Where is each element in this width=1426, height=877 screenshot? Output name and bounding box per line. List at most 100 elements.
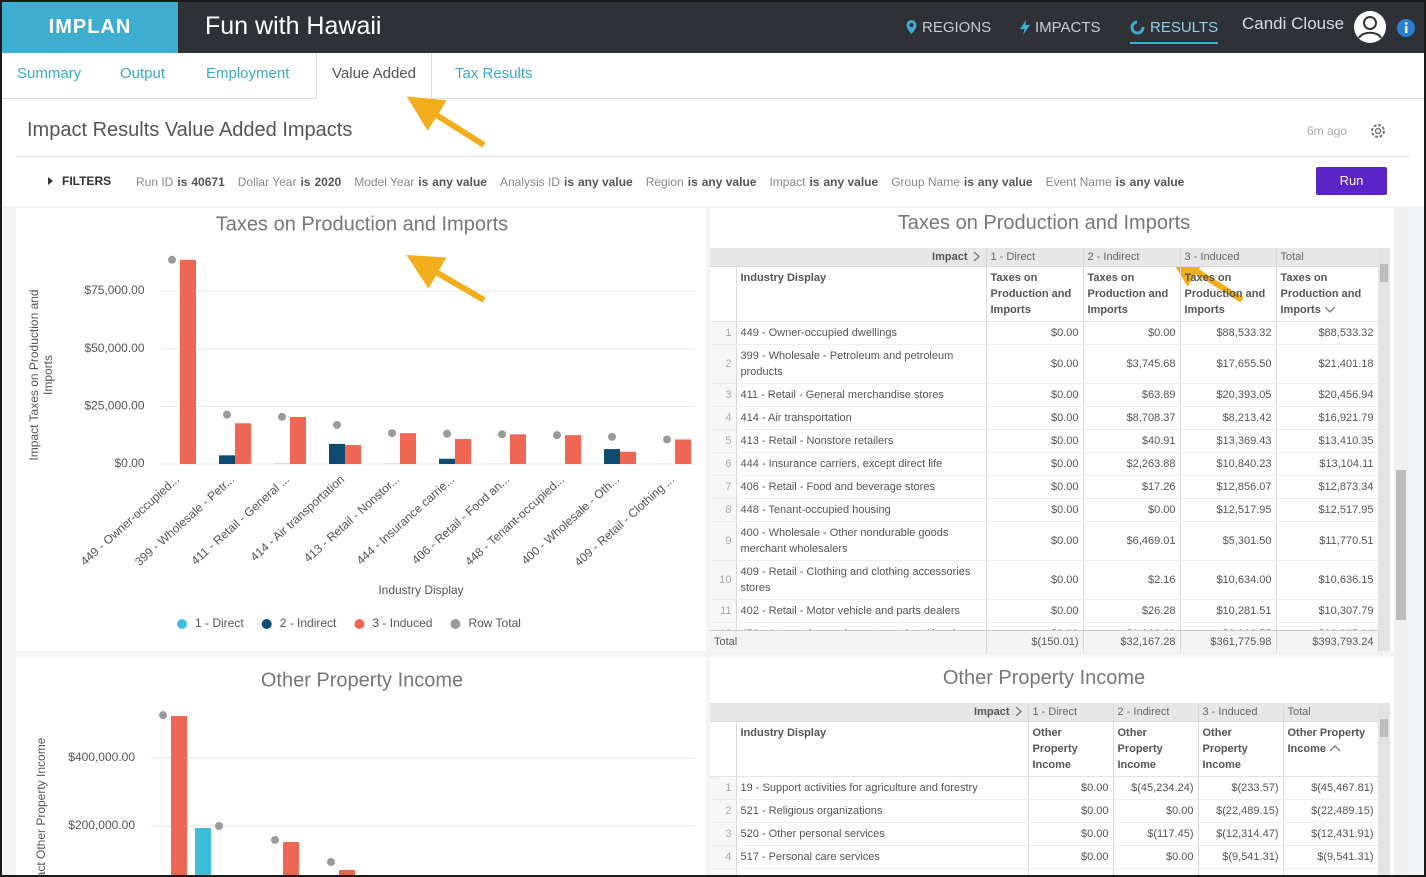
value-cell: $0.00 xyxy=(986,622,1084,630)
value-cell: $(22,489.15) xyxy=(1198,799,1284,823)
row-number: 12 xyxy=(710,622,737,630)
filter-chip[interactable]: Model Year is any value xyxy=(354,175,487,189)
group-header[interactable]: Impact xyxy=(710,248,987,267)
legend-label[interactable]: Row Total xyxy=(468,616,520,630)
filter-operator: is xyxy=(809,175,820,189)
avatar[interactable] xyxy=(1353,10,1387,44)
measure-header[interactable]: Other Property Income xyxy=(1198,721,1284,777)
chevron xyxy=(1329,745,1341,752)
measure-header[interactable]: Taxes on Production and Imports xyxy=(1180,266,1277,322)
sort-icon[interactable] xyxy=(1324,305,1336,314)
measure-header[interactable]: Other Property Income xyxy=(1113,721,1199,777)
tab[interactable]: Employment xyxy=(206,65,290,82)
column-header[interactable]: 1 - Direct xyxy=(1028,703,1114,722)
bar xyxy=(290,416,306,464)
nav-item[interactable]: RESULTS xyxy=(1130,12,1219,44)
chevron xyxy=(1324,306,1336,313)
measure-header[interactable]: Taxes on Production and Imports xyxy=(1083,266,1181,322)
bar xyxy=(283,841,299,875)
row-number: 11 xyxy=(710,599,737,623)
tab[interactable]: Value Added xyxy=(316,53,432,99)
measure-header[interactable]: Taxes on Production and Imports xyxy=(986,266,1084,322)
group-header[interactable]: Impact xyxy=(710,703,1029,722)
measure-header[interactable]: Taxes on Production and Imports xyxy=(1276,266,1378,322)
legend-label[interactable]: 1 - Direct xyxy=(195,616,244,630)
legend-label[interactable]: 2 - Indirect xyxy=(280,616,337,630)
industry-cell: 406 - Retail - Food and beverage stores xyxy=(736,475,987,499)
row-number: 5 xyxy=(710,429,737,453)
value-cell: $0.00 xyxy=(986,475,1084,499)
scroll-thumb[interactable] xyxy=(1380,719,1388,737)
expand-icon[interactable] xyxy=(48,177,54,185)
legend-label[interactable]: 3 - Induced xyxy=(372,616,432,630)
column-header[interactable]: 1 - Direct xyxy=(986,248,1084,267)
info-icon[interactable] xyxy=(1396,18,1416,38)
row-header[interactable]: Industry Display xyxy=(736,721,1029,777)
value-cell: $13,410.35 xyxy=(1276,429,1378,453)
filter-field: Region xyxy=(645,175,684,189)
nav-item[interactable]: IMPACTS xyxy=(1020,12,1101,42)
measure-header[interactable]: Other Property Income xyxy=(1028,721,1114,777)
row-total-dot xyxy=(498,430,506,439)
nav-item[interactable]: REGIONS xyxy=(906,12,991,42)
scroll-thumb[interactable] xyxy=(1380,264,1388,282)
filter-chip[interactable]: Dollar Year is 2020 xyxy=(238,175,341,189)
page-scrollbar[interactable] xyxy=(1394,208,1408,875)
filter-chip[interactable]: Event Name is any value xyxy=(1046,175,1185,189)
chevron-icon[interactable] xyxy=(1014,706,1024,717)
tab[interactable]: Output xyxy=(120,65,166,82)
chevron-icon[interactable] xyxy=(972,251,982,262)
filter-list: Run ID is 40671 Dollar Year is 2020 Model Year… xyxy=(136,175,1197,189)
table-row: 5532 - Local government passenger transi… xyxy=(710,868,1378,875)
industry-cell: 532 - Local government passenger transit xyxy=(736,868,1029,875)
row-number: 5 xyxy=(710,868,737,875)
value-cell: $0.00 xyxy=(986,521,1084,561)
sort-icon[interactable] xyxy=(1329,744,1341,753)
filter-value: any value xyxy=(977,175,1033,189)
industry-cell: 517 - Personal care services xyxy=(736,845,1029,869)
value-cell: $12,873.34 xyxy=(1276,475,1378,499)
filter-value: 40671 xyxy=(191,175,225,189)
filter-chip[interactable]: Run ID is 40671 xyxy=(136,175,225,189)
value-cell: $(117.45) xyxy=(1113,822,1199,846)
value-cell: $0.00 xyxy=(1083,498,1181,522)
table-title: Other Property Income xyxy=(942,667,1146,689)
measure-header[interactable]: Other Property Income xyxy=(1283,721,1378,777)
column-header[interactable]: Total xyxy=(1283,703,1378,722)
scroll-thumb[interactable] xyxy=(1396,470,1406,620)
industry-cell: 521 - Religious organizations xyxy=(736,799,1029,823)
row-total-dot xyxy=(215,822,223,830)
row-number: 8 xyxy=(710,498,737,522)
row-total-dot xyxy=(327,858,335,867)
industry-cell: 414 - Air transportation xyxy=(736,406,987,430)
tab[interactable]: Tax Results xyxy=(455,65,533,82)
brand-logo[interactable]: IMPLAN xyxy=(2,2,178,53)
measure-label: Other Property Income xyxy=(1287,727,1366,755)
filter-field: Impact xyxy=(769,175,806,189)
filter-chip[interactable]: Region is any value xyxy=(646,175,757,189)
value-cell: $(233.57) xyxy=(1198,776,1284,800)
column-header[interactable]: 3 - Induced xyxy=(1180,248,1277,267)
industry-cell: 448 - Tenant-occupied housing xyxy=(736,498,987,522)
table-row: 1 19 - Support activities for agriculture… xyxy=(710,776,1378,800)
table-scrollbar[interactable] xyxy=(1378,703,1390,875)
row-number: 10 xyxy=(710,560,737,600)
column-header[interactable]: Total xyxy=(1276,248,1378,267)
user-name[interactable]: Candi Clouse xyxy=(1242,14,1345,33)
filter-chip[interactable]: Analysis ID is any value xyxy=(500,175,633,189)
run-button[interactable]: Run xyxy=(1316,167,1387,195)
value-cell: $(9,541.31) xyxy=(1283,845,1378,869)
filter-chip[interactable]: Impact is any value xyxy=(769,175,878,189)
filters-toggle[interactable]: FILTERS xyxy=(62,174,112,188)
row-header[interactable]: Industry Display xyxy=(736,266,987,322)
column-header[interactable]: 2 - Indirect xyxy=(1113,703,1199,722)
column-header[interactable]: 3 - Induced xyxy=(1198,703,1284,722)
column-header[interactable]: 2 - Indirect xyxy=(1083,248,1181,267)
filter-chip[interactable]: Group Name is any value xyxy=(891,175,1032,189)
value-cell: $26.28 xyxy=(1083,599,1181,623)
table-scrollbar[interactable] xyxy=(1378,248,1390,651)
settings-icon[interactable] xyxy=(1369,122,1387,140)
y-axis-label-line: Imports xyxy=(41,355,55,395)
table-row: 12450 - Automotive equipment rental and … xyxy=(710,622,1378,630)
tab[interactable]: Summary xyxy=(17,65,82,82)
